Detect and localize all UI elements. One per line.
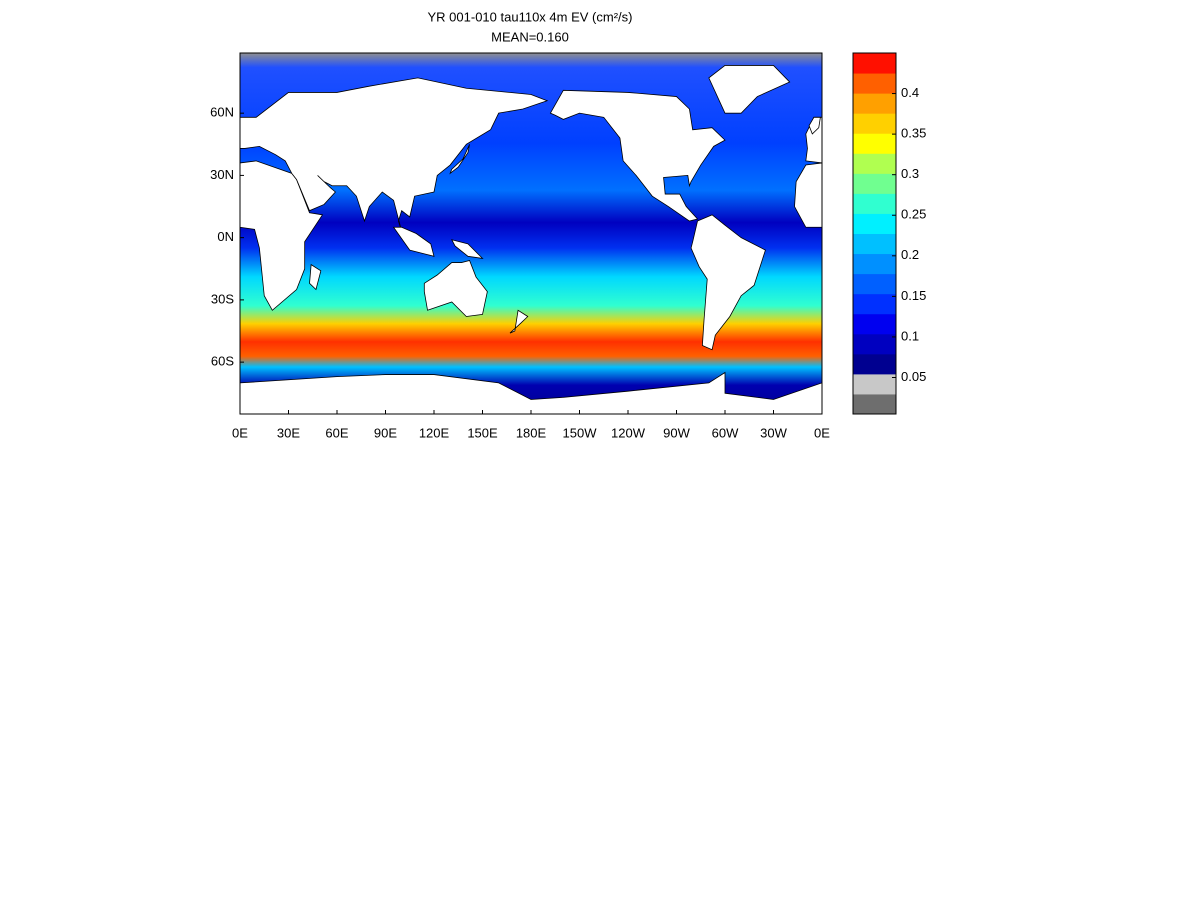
x-tick-label: 60E <box>325 425 348 440</box>
colorbar-bin <box>853 233 896 255</box>
map-field <box>240 53 822 414</box>
colorbar-tick-label: 0.1 <box>901 328 919 343</box>
x-tick-label: 0E <box>814 425 830 440</box>
x-tick-label: 150W <box>563 425 598 440</box>
x-tick-label: 0E <box>232 425 248 440</box>
colorbar-frame <box>852 52 897 415</box>
land <box>240 77 549 232</box>
colorbar-bin <box>853 213 896 234</box>
colorbar-bin <box>853 113 896 134</box>
colorbar-tick-label: 0.4 <box>901 85 919 100</box>
y-tick-label: 30S <box>211 291 234 306</box>
colorbar-bin <box>853 73 896 94</box>
land <box>449 144 470 175</box>
colorbar-tick-label: 0.25 <box>901 207 926 222</box>
colorbar: 0.05 0.1 0.15 0.2 0.25 0.3 0.35 0.4 <box>852 52 926 415</box>
y-tick-label: 60N <box>210 105 234 120</box>
x-tick-label: 120E <box>419 425 450 440</box>
colorbar-bin <box>853 153 896 174</box>
land <box>309 263 322 291</box>
x-tick-label: 90W <box>663 425 690 440</box>
chart-title: YR 001-010 tau110x 4m EV (cm²/s) <box>428 9 633 24</box>
colorbar-bin <box>853 293 896 315</box>
colorbar-bin <box>853 53 896 74</box>
colorbar-tick-label: 0.3 <box>901 166 919 181</box>
colorbar-bin <box>853 193 896 214</box>
colorbar-tick-label: 0.15 <box>901 288 926 303</box>
x-tick-label: 90E <box>374 425 397 440</box>
land <box>690 214 766 351</box>
land <box>808 116 821 135</box>
y-tick-label: 0N <box>217 229 234 244</box>
colorbar-bin <box>853 333 896 355</box>
land <box>240 371 822 414</box>
x-tick-label: 30E <box>277 425 300 440</box>
axes: 0E 30E 60E 90E 120E 150E 180E 150W 120W 90W 60W 30W… <box>210 105 830 441</box>
x-tick-label: 150E <box>467 425 498 440</box>
colorbar-bin <box>853 173 896 194</box>
colorbar-bin <box>853 393 896 415</box>
x-tick-label: 180E <box>516 425 547 440</box>
chart-subtitle: MEAN=0.160 <box>491 29 569 44</box>
colorbar-bin <box>853 373 896 395</box>
x-tick-label: 30W <box>760 425 787 440</box>
colorbar-tick-label: 0.05 <box>901 369 926 384</box>
land <box>708 65 791 114</box>
colorbar-bin <box>853 353 896 375</box>
x-tick-label: 120W <box>611 425 646 440</box>
colorbar-bin <box>853 313 896 335</box>
colorbar-bin <box>853 253 896 275</box>
y-tick-label: 30N <box>210 167 234 182</box>
land <box>392 226 435 257</box>
colorbar-bin <box>853 273 896 295</box>
land <box>549 89 726 222</box>
colorbar-bin <box>853 93 896 114</box>
colorbar-tick-label: 0.35 <box>901 126 926 141</box>
y-tick-label: 60S <box>211 354 234 369</box>
land <box>451 239 484 259</box>
land <box>794 162 822 228</box>
colorbar-tick-label: 0.2 <box>901 247 919 262</box>
x-tick-label: 60W <box>712 425 739 440</box>
colorbar-bin <box>853 133 896 154</box>
land <box>423 259 488 317</box>
land <box>509 309 529 334</box>
